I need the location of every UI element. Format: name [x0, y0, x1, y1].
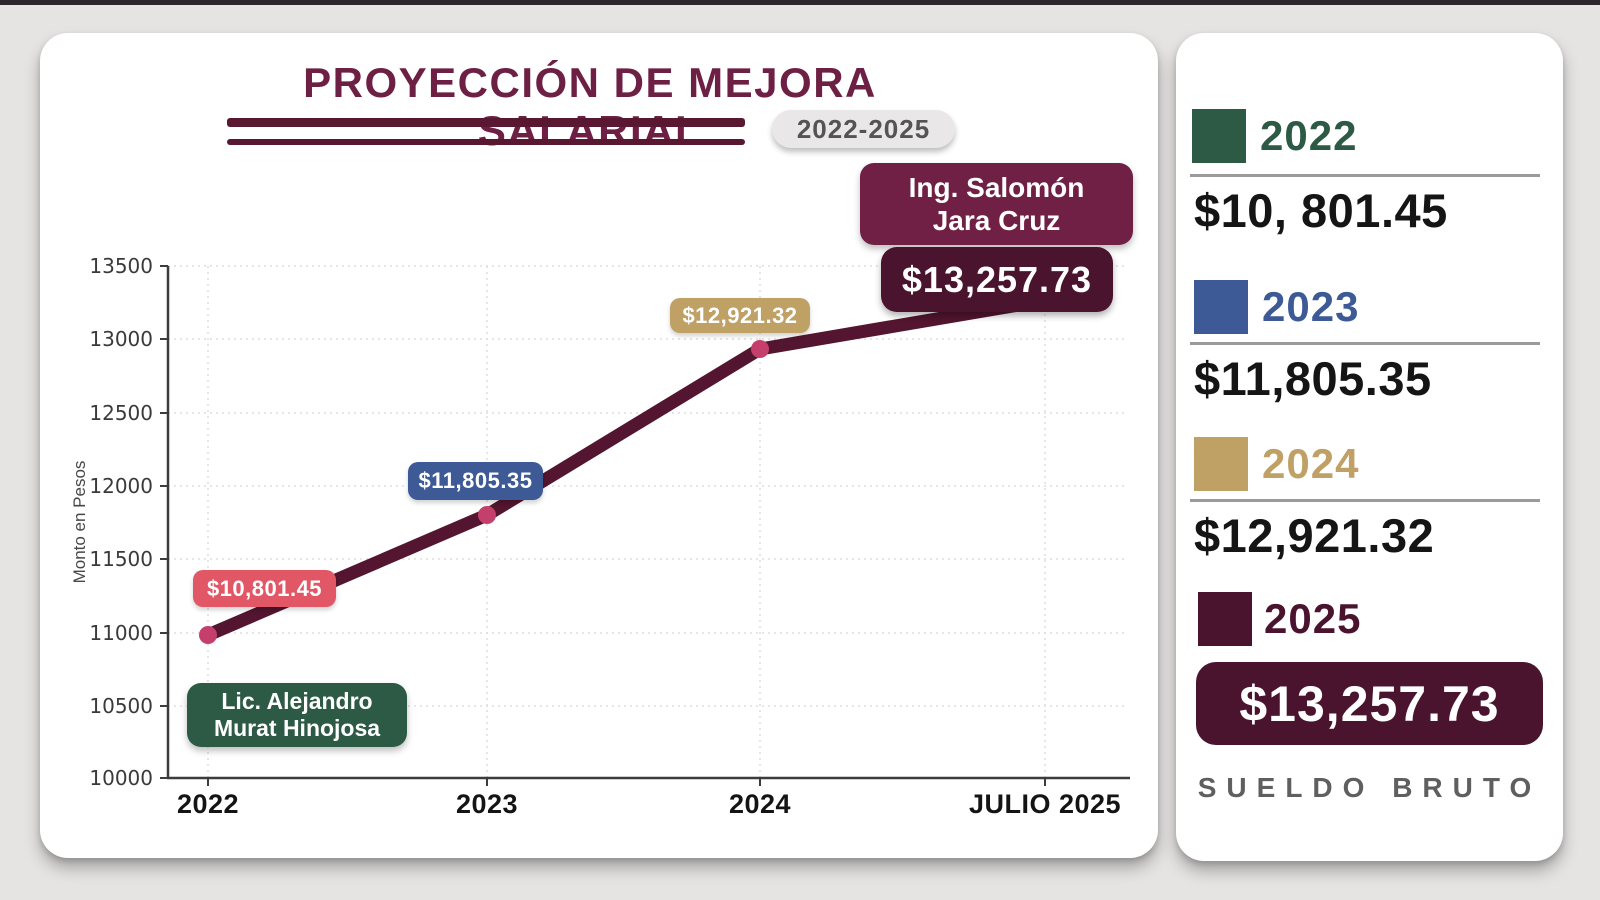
year-label-2024: 2024 — [1262, 440, 1360, 487]
data-point-2023 — [478, 506, 496, 524]
x-tick-label-julio-2025: JULIO 2025 — [969, 789, 1121, 819]
y-tick-label: 11000 — [89, 621, 153, 645]
year-label-2023: 2023 — [1262, 283, 1360, 330]
y-tick-label: 10000 — [89, 766, 153, 790]
x-tick-label-2024: 2024 — [729, 789, 791, 819]
salary-value-2023: $11,805.35 — [1194, 352, 1432, 405]
y-tick-label: 12000 — [89, 474, 153, 498]
period-badge: 2022-2025 — [772, 110, 955, 148]
salary-value-2025-badge: $13,257.73 — [1196, 662, 1543, 745]
axis-ticks — [160, 265, 1046, 786]
top-accent-strip — [0, 0, 1600, 5]
legend-card: 2022 $10, 801.45 2023 $11,805.35 2024 $1… — [1176, 33, 1563, 861]
y-tick-label: 12500 — [89, 401, 153, 425]
y-tick-label: 10500 — [89, 694, 153, 718]
y-tick-label: 13000 — [89, 327, 153, 351]
governor-badge-end: Ing. Salomón Jara Cruz — [860, 163, 1133, 245]
salary-value-2024: $12,921.32 — [1194, 509, 1435, 562]
governor-badge-start: Lic. Alejandro Murat Hinojosa — [187, 683, 407, 747]
year-swatch-2025 — [1198, 592, 1252, 646]
point-label-2023: $11,805.35 — [408, 462, 543, 500]
legend-divider — [1190, 342, 1540, 345]
chart-title: PROYECCIÓN DE MEJORA SALARIAL — [303, 59, 877, 154]
governor-start-line1: Lic. Alejandro — [221, 687, 373, 714]
year-label-2025: 2025 — [1264, 595, 1362, 642]
x-tick-label-2022: 2022 — [177, 789, 239, 819]
year-label-2022: 2022 — [1260, 112, 1358, 159]
title-underline-primary — [227, 118, 745, 127]
horizontal-gridlines — [168, 265, 1125, 707]
chart-card: PROYECCIÓN DE MEJORA SALARIAL 2022-2025 — [40, 33, 1158, 858]
data-point-2024 — [751, 340, 769, 358]
salary-line — [201, 294, 1049, 642]
point-label-2022: $10,801.45 — [193, 570, 336, 607]
salary-value-2022: $10, 801.45 — [1194, 184, 1448, 237]
governor-start-line2: Murat Hinojosa — [213, 715, 381, 741]
year-swatch-2024 — [1194, 437, 1248, 491]
year-swatch-2023 — [1194, 280, 1248, 334]
legend-divider — [1190, 174, 1540, 177]
governor-end-line2: Jara Cruz — [932, 205, 1061, 236]
year-swatch-2022 — [1192, 109, 1246, 163]
y-tick-label: 11500 — [89, 547, 153, 571]
governor-end-line1: Ing. Salomón — [908, 171, 1085, 203]
y-tick-label: 13500 — [89, 254, 153, 278]
point-label-2024: $12,921.32 — [670, 298, 810, 333]
title-underline-secondary — [227, 139, 745, 145]
legend-divider — [1190, 499, 1540, 502]
data-point-2022 — [199, 626, 217, 644]
y-axis-title: Monto en Pesos — [70, 461, 89, 584]
salary-line-chart: 13500 13000 12500 12000 11500 11000 1050… — [70, 254, 1130, 819]
point-label-2025: $13,257.73 — [881, 247, 1113, 312]
gross-salary-footer: SUELDO BRUTO — [1197, 772, 1542, 803]
x-tick-label-2023: 2023 — [456, 789, 518, 819]
